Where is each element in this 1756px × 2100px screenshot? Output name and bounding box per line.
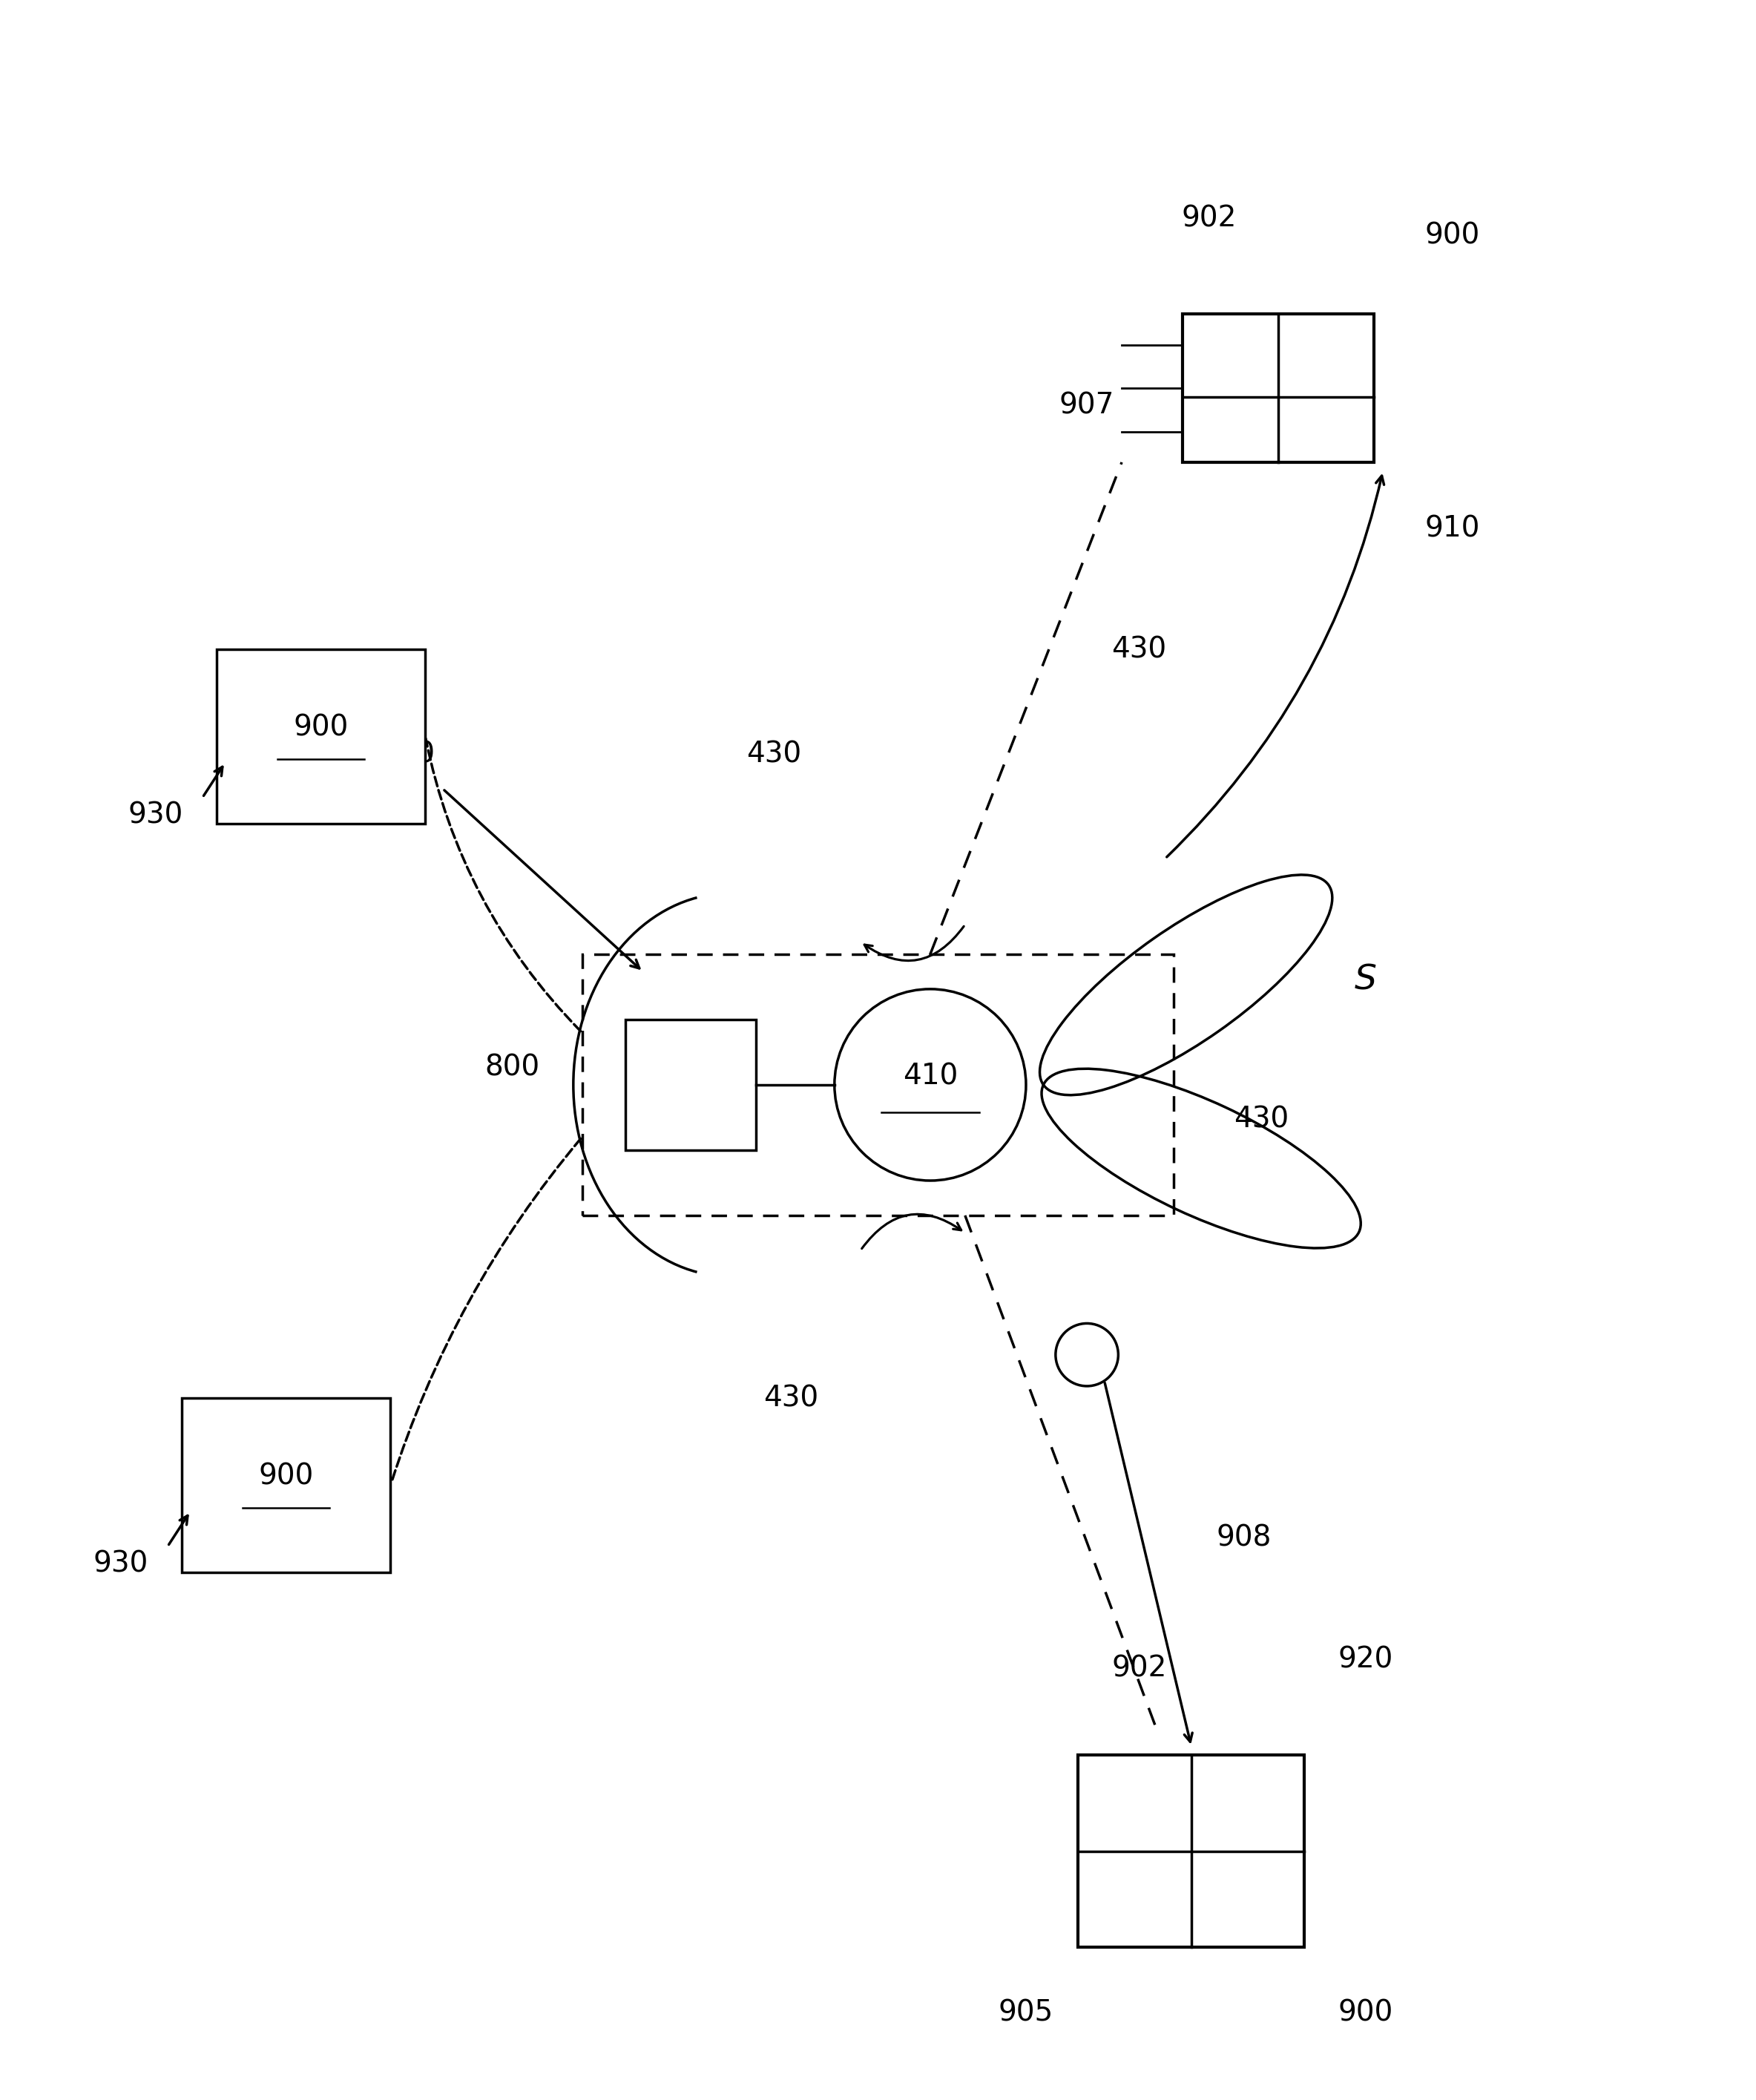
Text: 430: 430 — [764, 1384, 818, 1413]
Text: S: S — [1354, 964, 1377, 998]
Text: 910: 910 — [1424, 514, 1480, 542]
Bar — [581, 953, 1175, 1216]
Text: 908: 908 — [1215, 1522, 1271, 1552]
Bar — [1078, 1756, 1305, 1947]
Text: 800: 800 — [485, 1054, 539, 1082]
Bar — [181, 1399, 390, 1573]
Bar — [625, 1018, 757, 1151]
Text: 920: 920 — [1338, 1646, 1393, 1674]
Circle shape — [834, 989, 1026, 1180]
Text: 902: 902 — [1112, 1655, 1166, 1682]
Text: 850: 850 — [381, 739, 435, 769]
Bar — [1184, 315, 1375, 462]
Bar — [216, 649, 425, 823]
Text: 930: 930 — [93, 1550, 148, 1577]
Text: 930: 930 — [128, 800, 183, 830]
Text: 430: 430 — [1233, 1105, 1289, 1134]
Text: 900: 900 — [1424, 223, 1480, 250]
Text: 900: 900 — [293, 714, 348, 741]
Text: 900: 900 — [258, 1462, 314, 1491]
Text: 907: 907 — [1059, 391, 1115, 420]
Text: 900: 900 — [1338, 1999, 1393, 2026]
Text: 410: 410 — [903, 1063, 957, 1090]
Text: 430: 430 — [746, 739, 801, 769]
Text: 902: 902 — [1182, 204, 1236, 233]
Text: 430: 430 — [1112, 636, 1166, 664]
Text: 905: 905 — [999, 1999, 1054, 2026]
